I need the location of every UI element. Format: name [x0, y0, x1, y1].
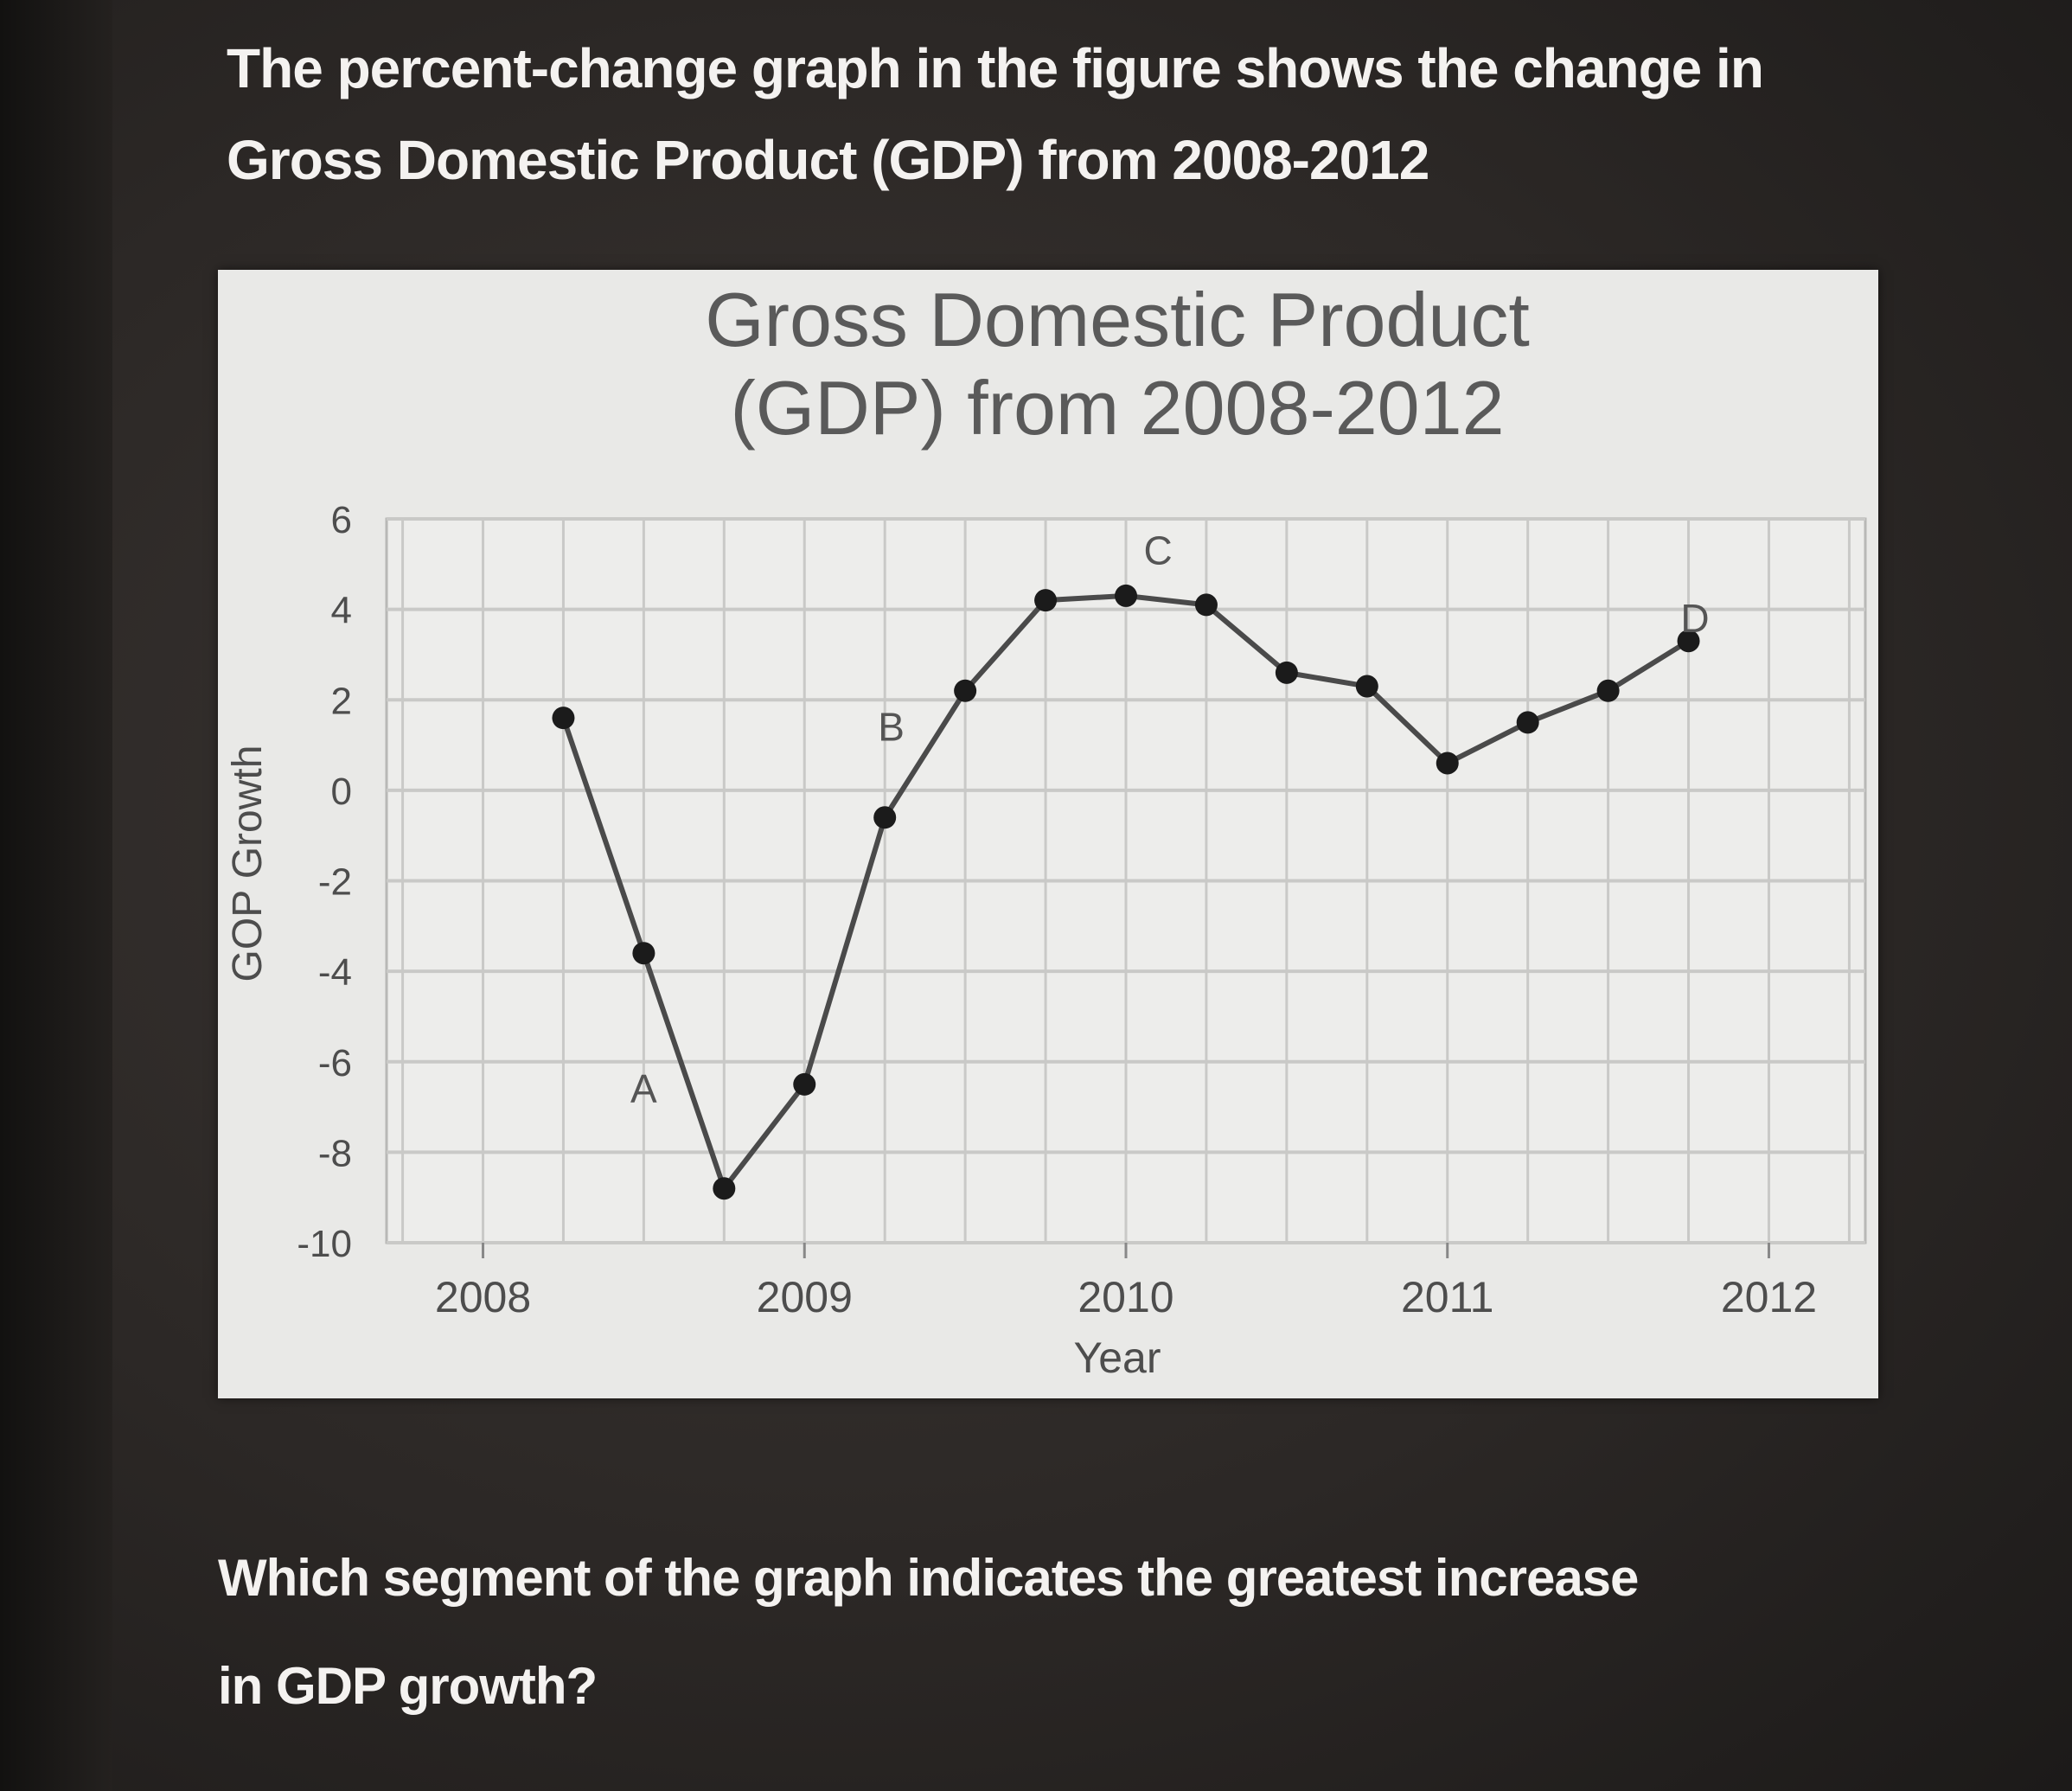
question-text-line-1: Which segment of the graph indicates the… [218, 1549, 1639, 1607]
data-point [793, 1072, 816, 1096]
y-tick-label: -8 [318, 1132, 352, 1174]
segment-label-b: B [878, 704, 905, 749]
data-point [1436, 752, 1459, 775]
intro-text-line-1: The percent-change graph in the figure s… [227, 37, 1764, 99]
segment-label-d: D [1680, 596, 1709, 641]
y-tick-label: -2 [318, 861, 352, 904]
y-tick-label: -4 [318, 951, 352, 994]
data-point [552, 707, 575, 730]
data-point [632, 942, 655, 965]
y-tick-label: -6 [318, 1042, 352, 1084]
intro-text-line-2: Gross Domestic Product (GDP) from 2008-2… [227, 129, 1429, 191]
x-tick-label: 2012 [1721, 1273, 1817, 1321]
y-tick-label: 6 [331, 499, 352, 541]
data-point [1677, 630, 1700, 653]
data-point [1275, 661, 1298, 684]
data-point [1355, 675, 1378, 698]
question-text-line-2: in GDP growth? [218, 1657, 598, 1715]
x-tick-label: 2011 [1401, 1273, 1494, 1321]
y-tick-label: 4 [331, 590, 352, 632]
data-point [1194, 593, 1218, 617]
x-tick-label: 2009 [757, 1273, 853, 1321]
chart-title-line-2: (GDP) from 2008-2012 [730, 365, 1504, 451]
x-tick-label: 2008 [435, 1273, 531, 1321]
x-axis-label: Year [1073, 1334, 1161, 1382]
screen-edge [0, 0, 112, 1791]
data-point [954, 679, 977, 702]
segment-label-a: A [630, 1066, 657, 1111]
data-point [1115, 584, 1137, 607]
gdp-chart: 6 4 2 0 -2 -4 -6 -8 -10 2008 2009 2010 2011 2012 Gross… [225, 277, 1867, 1382]
data-point [873, 806, 897, 829]
chart-panel: 6 4 2 0 -2 -4 -6 -8 -10 2008 2009 2010 2011 2012 Gross… [218, 270, 1878, 1398]
y-tick-label: 2 [331, 680, 352, 722]
y-tick-label: -10 [297, 1223, 352, 1265]
y-axis-label: GOP Growth [225, 745, 271, 982]
data-point [1034, 589, 1058, 612]
y-tick-label: 0 [331, 771, 352, 813]
x-tick-label: 2010 [1078, 1273, 1173, 1321]
chart-title-line-1: Gross Domestic Product [705, 277, 1530, 362]
data-point [1516, 711, 1539, 734]
data-point [1596, 679, 1620, 702]
segment-label-c: C [1144, 528, 1173, 572]
data-point [713, 1177, 736, 1200]
